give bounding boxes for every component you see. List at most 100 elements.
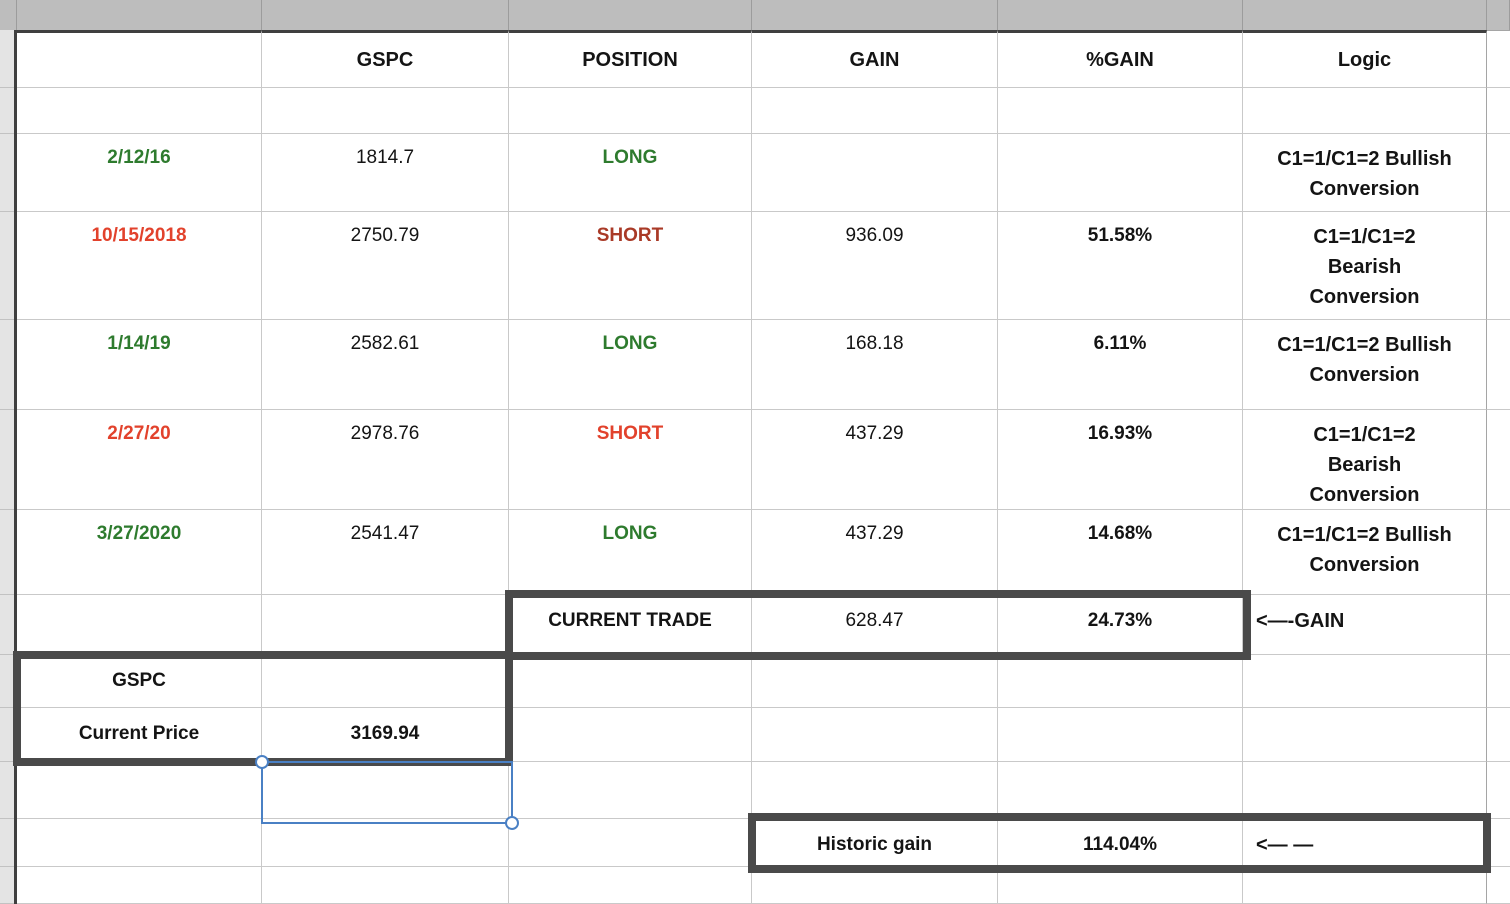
date-cell[interactable]: 2/27/20	[17, 410, 262, 510]
historic-annotation-cell[interactable]: <— —	[1243, 819, 1487, 867]
gspc-price-cell[interactable]: 1814.7	[262, 134, 509, 212]
empty-cell[interactable]	[752, 708, 998, 762]
pct-gain-cell[interactable]: 51.58%	[998, 212, 1243, 320]
empty-cell[interactable]	[17, 819, 262, 867]
logic-cell[interactable]: C1=1/C1=2 Bearish Conversion	[1243, 212, 1487, 320]
gspc-price-cell[interactable]: 2541.47	[262, 510, 509, 595]
empty-cell[interactable]	[998, 708, 1243, 762]
empty-cell[interactable]	[1487, 595, 1510, 655]
row-header[interactable]	[0, 320, 17, 410]
row-header[interactable]	[0, 510, 17, 595]
row-header[interactable]	[0, 212, 17, 320]
empty-cell[interactable]	[998, 655, 1243, 708]
row-header[interactable]	[0, 655, 17, 708]
current-price-label-cell[interactable]: Current Price	[17, 708, 262, 762]
current-trade-gain-cell[interactable]: 628.47	[752, 595, 998, 655]
row-header[interactable]	[0, 410, 17, 510]
header-gspc[interactable]: GSPC	[262, 30, 509, 88]
empty-cell[interactable]	[1243, 88, 1487, 134]
column-header[interactable]	[17, 0, 262, 30]
empty-cell[interactable]	[752, 655, 998, 708]
pct-gain-cell[interactable]: 16.93%	[998, 410, 1243, 510]
header-gain[interactable]: GAIN	[752, 30, 998, 88]
column-header[interactable]	[998, 0, 1243, 30]
column-header[interactable]	[262, 0, 509, 30]
corner-cell[interactable]	[0, 0, 17, 30]
gain-cell[interactable]: 437.29	[752, 510, 998, 595]
empty-cell[interactable]	[509, 88, 752, 134]
empty-cell[interactable]	[1487, 762, 1510, 819]
gain-cell[interactable]: 168.18	[752, 320, 998, 410]
empty-cell[interactable]	[509, 819, 752, 867]
current-trade-pct-cell[interactable]: 24.73%	[998, 595, 1243, 655]
pct-gain-cell[interactable]: 6.11%	[998, 320, 1243, 410]
empty-cell[interactable]	[262, 819, 509, 867]
gspc-box-title-cell[interactable]: GSPC	[17, 655, 262, 708]
empty-cell[interactable]	[1487, 510, 1510, 595]
empty-cell[interactable]	[1487, 655, 1510, 708]
header-edge-cell[interactable]	[1487, 30, 1510, 88]
cell-selection[interactable]	[255, 755, 519, 830]
header-position[interactable]: POSITION	[509, 30, 752, 88]
gain-cell[interactable]	[752, 134, 998, 212]
column-header[interactable]	[752, 0, 998, 30]
empty-cell[interactable]	[1243, 762, 1487, 819]
empty-cell[interactable]	[998, 867, 1243, 904]
empty-cell[interactable]	[1243, 867, 1487, 904]
empty-cell[interactable]	[17, 595, 262, 655]
empty-cell[interactable]	[1487, 88, 1510, 134]
empty-cell[interactable]	[752, 762, 998, 819]
column-header[interactable]	[509, 0, 752, 30]
logic-cell[interactable]: C1=1/C1=2 Bullish Conversion	[1243, 134, 1487, 212]
empty-cell[interactable]	[998, 762, 1243, 819]
historic-gain-label-cell[interactable]: Historic gain	[752, 819, 998, 867]
header-logic[interactable]: Logic	[1243, 30, 1487, 88]
date-cell[interactable]: 2/12/16	[17, 134, 262, 212]
selection-handle-top-left[interactable]	[255, 755, 269, 769]
row-header[interactable]	[0, 30, 17, 88]
current-price-value-cell[interactable]: 3169.94	[262, 708, 509, 762]
empty-cell[interactable]	[17, 88, 262, 134]
pct-gain-cell[interactable]: 14.68%	[998, 510, 1243, 595]
position-cell[interactable]: SHORT	[509, 410, 752, 510]
empty-cell[interactable]	[1243, 708, 1487, 762]
gspc-price-cell[interactable]: 2750.79	[262, 212, 509, 320]
empty-cell[interactable]	[262, 595, 509, 655]
empty-cell[interactable]	[1487, 819, 1510, 867]
empty-cell[interactable]	[1243, 655, 1487, 708]
date-cell[interactable]: 1/14/19	[17, 320, 262, 410]
empty-cell[interactable]	[998, 88, 1243, 134]
row-header[interactable]	[0, 134, 17, 212]
column-header[interactable]	[1243, 0, 1487, 30]
date-cell[interactable]: 3/27/2020	[17, 510, 262, 595]
gain-cell[interactable]: 936.09	[752, 212, 998, 320]
empty-cell[interactable]	[1487, 867, 1510, 904]
row-header[interactable]	[0, 708, 17, 762]
column-header[interactable]	[1487, 0, 1510, 30]
selected-cell[interactable]	[262, 762, 509, 819]
date-cell[interactable]: 10/15/2018	[17, 212, 262, 320]
pct-gain-cell[interactable]	[998, 134, 1243, 212]
current-trade-label-cell[interactable]: CURRENT TRADE	[509, 595, 752, 655]
position-cell[interactable]: LONG	[509, 510, 752, 595]
empty-cell[interactable]	[262, 867, 509, 904]
empty-cell[interactable]	[1487, 410, 1510, 510]
row-header[interactable]	[0, 762, 17, 819]
empty-cell[interactable]	[1487, 320, 1510, 410]
empty-cell[interactable]	[509, 867, 752, 904]
empty-cell[interactable]	[1487, 708, 1510, 762]
position-cell[interactable]: LONG	[509, 320, 752, 410]
empty-cell[interactable]	[1487, 212, 1510, 320]
selection-handle-bottom-right[interactable]	[505, 816, 519, 830]
gspc-price-cell[interactable]: 2582.61	[262, 320, 509, 410]
gspc-price-cell[interactable]: 2978.76	[262, 410, 509, 510]
logic-cell[interactable]: C1=1/C1=2 Bullish Conversion	[1243, 510, 1487, 595]
empty-cell[interactable]	[17, 867, 262, 904]
empty-cell[interactable]	[1487, 134, 1510, 212]
gain-annotation-cell[interactable]: <—-GAIN	[1243, 595, 1487, 655]
empty-cell[interactable]	[262, 88, 509, 134]
logic-cell[interactable]: C1=1/C1=2 Bearish Conversion	[1243, 410, 1487, 510]
empty-cell[interactable]	[17, 762, 262, 819]
row-header[interactable]	[0, 595, 17, 655]
header-blank-cell[interactable]	[17, 30, 262, 88]
